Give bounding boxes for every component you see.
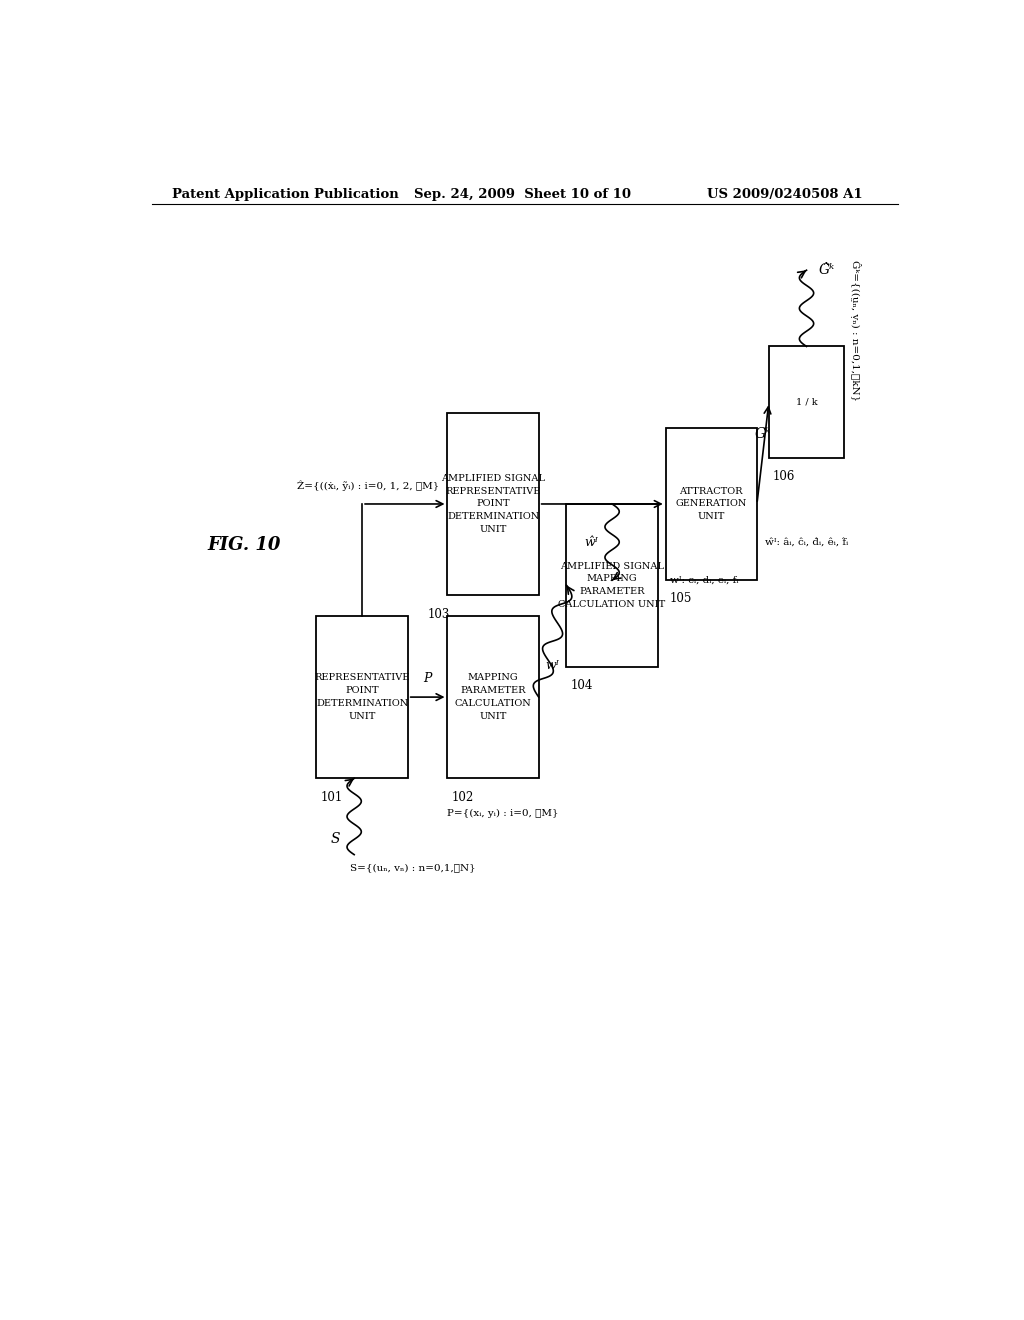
Text: FIG. 10: FIG. 10: [207, 536, 281, 553]
Text: Sep. 24, 2009  Sheet 10 of 10: Sep. 24, 2009 Sheet 10 of 10: [414, 189, 631, 202]
Text: Ĝᵏ: Ĝᵏ: [818, 263, 835, 277]
FancyBboxPatch shape: [447, 412, 539, 595]
Text: AMPLIFIED SIGNAL
REPRESENTATIVE
POINT
DETERMINATION
UNIT: AMPLIFIED SIGNAL REPRESENTATIVE POINT DE…: [441, 474, 545, 535]
Text: Patent Application Publication: Patent Application Publication: [172, 189, 398, 202]
FancyBboxPatch shape: [447, 616, 539, 779]
Text: 106: 106: [773, 470, 796, 483]
Text: S={(uₙ, vₙ) : n=0,1,⋯N}: S={(uₙ, vₙ) : n=0,1,⋯N}: [350, 863, 476, 871]
Text: Ĝᵏ={((ṳₙ, ṿₙ) : n=0,1,⋯kN}: Ĝᵏ={((ṳₙ, ṿₙ) : n=0,1,⋯kN}: [850, 260, 861, 401]
Text: 1 / k: 1 / k: [796, 397, 817, 407]
FancyBboxPatch shape: [666, 428, 757, 581]
Text: wᴵ: cᵢ, dᵢ, eᵢ, fᵢ: wᴵ: cᵢ, dᵢ, eᵢ, fᵢ: [670, 576, 738, 585]
Text: AMPLIFIED SIGNAL
MAPPING
PARAMETER
CALCULATION UNIT: AMPLIFIED SIGNAL MAPPING PARAMETER CALCU…: [558, 561, 666, 609]
Text: 104: 104: [570, 678, 593, 692]
Text: S: S: [331, 833, 340, 846]
Text: ŵᴵ: ŵᴵ: [584, 536, 598, 549]
Text: US 2009/0240508 A1: US 2009/0240508 A1: [708, 189, 863, 202]
Text: P: P: [423, 672, 432, 685]
Text: 102: 102: [452, 791, 474, 804]
Text: Ẑ={((ẋᵢ, ỹᵢ) : i=0, 1, 2, ⋯M}: Ẑ={((ẋᵢ, ỹᵢ) : i=0, 1, 2, ⋯M}: [297, 480, 439, 491]
FancyBboxPatch shape: [769, 346, 844, 458]
Text: P={(xᵢ, yᵢ) : i=0, ⋯M}: P={(xᵢ, yᵢ) : i=0, ⋯M}: [447, 809, 559, 818]
Text: wᴵ: wᴵ: [546, 660, 559, 672]
Text: REPRESENTATIVE
POINT
DETERMINATION
UNIT: REPRESENTATIVE POINT DETERMINATION UNIT: [314, 673, 410, 721]
Text: ATTRACTOR
GENERATION
UNIT: ATTRACTOR GENERATION UNIT: [676, 487, 746, 521]
Text: ŵᴵ: âᵢ, ĉᵢ, d̂ᵢ, êᵢ, f̂ᵢ: ŵᴵ: âᵢ, ĉᵢ, d̂ᵢ, êᵢ, f̂ᵢ: [765, 537, 848, 546]
Text: 103: 103: [428, 607, 450, 620]
Text: MAPPING
PARAMETER
CALCULATION
UNIT: MAPPING PARAMETER CALCULATION UNIT: [455, 673, 531, 721]
Text: 105: 105: [670, 593, 692, 606]
Text: Gᵏ: Gᵏ: [755, 426, 771, 441]
FancyBboxPatch shape: [316, 616, 408, 779]
Text: 101: 101: [321, 791, 343, 804]
FancyBboxPatch shape: [566, 504, 657, 667]
